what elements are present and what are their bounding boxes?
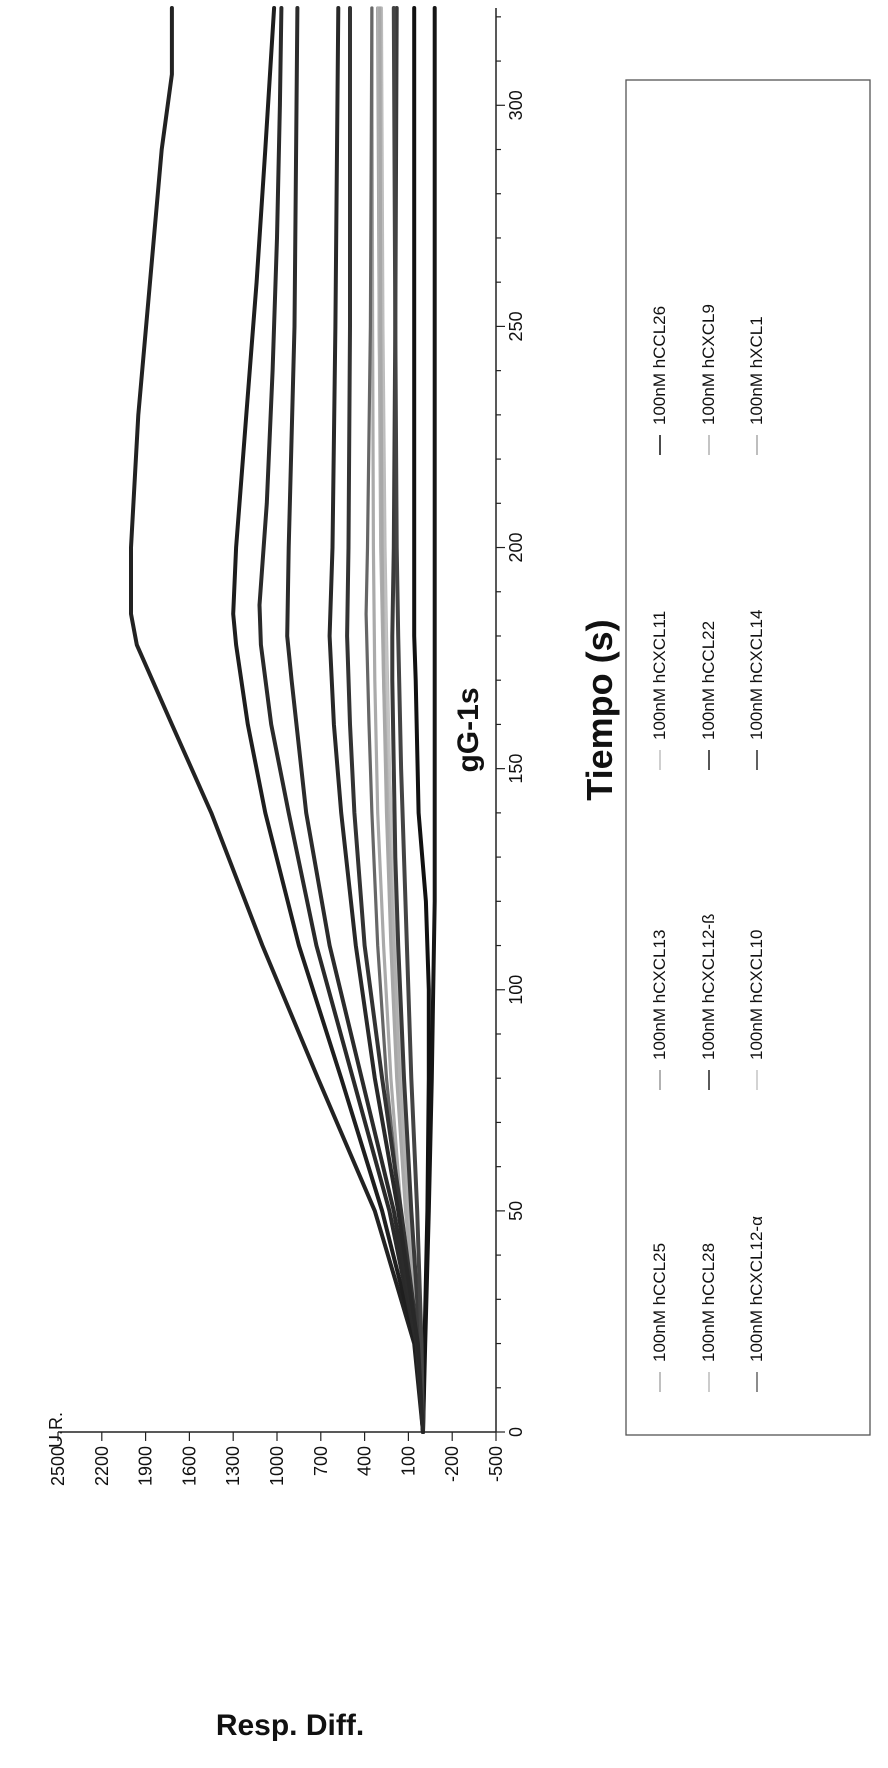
y-unit-label: U.R.: [46, 1412, 66, 1448]
chart-title: gG-1s: [452, 687, 485, 772]
legend-label: 100nM hCCL22: [699, 621, 718, 740]
legend-label: 100nM hCXCL13: [650, 930, 669, 1060]
y-tick-label: 1900: [136, 1446, 156, 1486]
legend: 100nM hCCL25 100nM hCCL28 100nM hCXCL12-α 1…: [625, 79, 871, 1436]
series-line-14: [345, 6, 425, 1434]
y-tick-label: -500: [486, 1446, 506, 1482]
legend-box: [625, 79, 871, 1436]
y-tick-label: -200: [442, 1446, 462, 1482]
x-tick-label: 0: [506, 1427, 526, 1437]
legend-label: 100nM hCXCL11: [650, 611, 669, 740]
axes: 0 50 100 150 200 250 300 2500 2200 1900 1600 1300 10…: [48, 8, 526, 1486]
series-line-8: [231, 6, 425, 1434]
x-axis-title: Tiempo (s): [579, 619, 620, 800]
series-line-17: [391, 6, 425, 1434]
series-line-13: [285, 6, 425, 1434]
legend-label: 100nM hCXCL10: [747, 930, 766, 1060]
y-axis-title: Resp. Diff.: [216, 1709, 364, 1742]
series-line-9: [257, 6, 425, 1434]
legend-label: 100nM hCXCL12-α: [747, 1216, 766, 1362]
series-line-16: [421, 6, 437, 1434]
legend-label: 100nM hCXCL9: [699, 304, 718, 425]
legend-label: 100nM hCCL26: [650, 306, 669, 425]
series-line-12: [378, 6, 425, 1434]
x-tick-label: 100: [506, 975, 526, 1005]
series-line-5: [129, 6, 425, 1434]
x-tick-label: 300: [506, 90, 526, 120]
x-tick-label: 250: [506, 311, 526, 341]
x-tick-label: 150: [506, 754, 526, 784]
y-tick-label: 2500: [48, 1446, 68, 1486]
x-tick-label: 200: [506, 533, 526, 563]
y-tick-label: 700: [311, 1446, 331, 1476]
y-tick-label: 2200: [92, 1446, 112, 1486]
legend-label: 100nM hCXCL12-ß: [699, 914, 718, 1060]
legend-label: 100nM hCCL25: [650, 1243, 669, 1362]
legend-label: 100nM hCCL28: [699, 1243, 718, 1362]
x-tick-label: 50: [506, 1201, 526, 1221]
y-tick-label: 1300: [223, 1446, 243, 1486]
legend-label: 100nM hXCL1: [747, 316, 766, 425]
y-tick-label: 100: [398, 1446, 418, 1476]
y-tick-label: 1000: [267, 1446, 287, 1486]
series-line-18: [327, 6, 425, 1434]
legend-label: 100nM hCXCL14: [747, 610, 766, 740]
series-line-15: [390, 6, 425, 1434]
plot-lines: [129, 6, 437, 1434]
y-tick-label: 400: [355, 1446, 375, 1476]
y-tick-label: 1600: [179, 1446, 199, 1486]
